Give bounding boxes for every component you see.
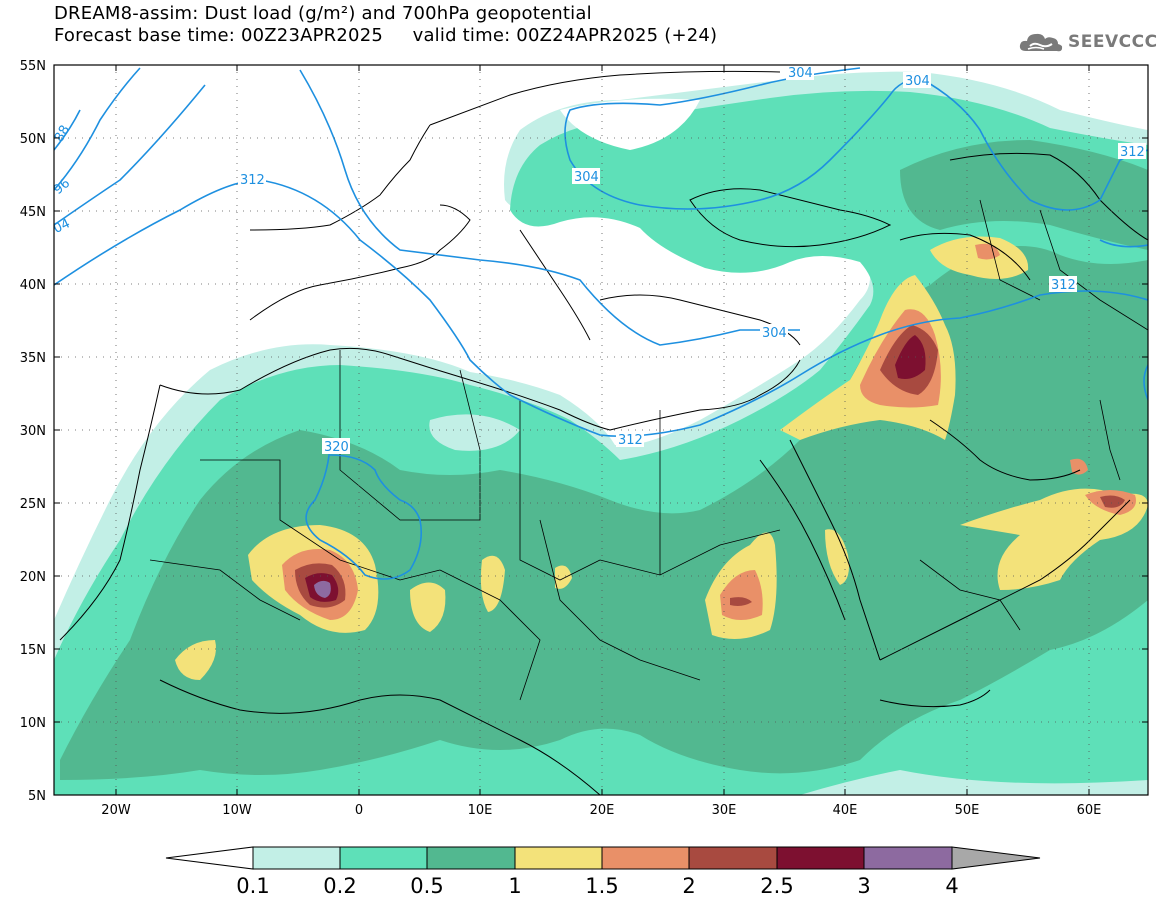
colorbar-label: 1.5 (585, 874, 618, 898)
colorbar-segment (426, 846, 516, 870)
lon-label: 30E (712, 803, 737, 818)
colorbar-label: 1 (508, 874, 521, 898)
lon-label: 40E (833, 803, 858, 818)
contour-label-304-c: 304 (574, 170, 599, 185)
lat-label: 5N (28, 789, 46, 804)
lon-label: 60E (1077, 803, 1102, 818)
lat-label: 10N (20, 716, 46, 731)
lon-label: 10E (468, 803, 493, 818)
lat-label: 40N (20, 278, 46, 293)
lon-label: 10W (222, 803, 252, 818)
contour-label-312-c: 312 (618, 433, 643, 448)
coastlines (59, 70, 1148, 795)
colorbar-label: 0.5 (410, 874, 443, 898)
colorbar-label: 0.2 (323, 874, 356, 898)
lat-label: 30N (20, 424, 46, 439)
graticule (54, 65, 1148, 795)
chart-title: DREAM8-assim: Dust load (g/m²) and 700hP… (54, 3, 592, 24)
colorbar-label: 2 (682, 874, 695, 898)
colorbar-high-arrow (951, 846, 1041, 870)
lat-label: 55N (20, 59, 46, 74)
colorbar-label: 2.5 (760, 874, 793, 898)
colorbar-segment (688, 846, 778, 870)
colorbar-low-arrow (165, 846, 254, 870)
lat-label: 20N (20, 570, 46, 585)
contour-label-312-b: 312 (1051, 278, 1076, 293)
contour-label-304-a: 304 (788, 66, 813, 81)
logo-text: SEEVCCC (1068, 32, 1158, 52)
lon-label: 20W (101, 803, 131, 818)
lat-label: 45N (20, 205, 46, 220)
contour-label-312-d: 312 (1120, 145, 1145, 160)
lat-label: 25N (20, 497, 46, 512)
lat-label: 15N (20, 643, 46, 658)
contour-label-04: 04 (51, 216, 72, 237)
colorbar-label: 0.1 (236, 874, 269, 898)
colorbar-segment (601, 846, 690, 870)
lon-label: 20E (590, 803, 615, 818)
lon-label: 0 (355, 803, 363, 818)
contour-label-304-d: 304 (762, 326, 787, 341)
colorbar-segment (514, 846, 603, 870)
colorbar-segment (863, 846, 953, 870)
colorbar-label: 3 (857, 874, 870, 898)
contour-label-312-a: 312 (240, 173, 265, 188)
colorbar-segment (776, 846, 865, 870)
contour-label-304-b: 304 (905, 74, 930, 89)
lat-label: 50N (20, 132, 46, 147)
contour-labels: 304 304 304 304 312 312 312 312 320 88 9… (51, 65, 1146, 455)
map-field: 304 304 304 304 312 312 312 312 320 88 9… (51, 65, 1148, 795)
colorbar-label: 4 (945, 874, 958, 898)
country-borders (149, 199, 1148, 701)
tick-marks (54, 64, 1148, 795)
chart-subtitle-times: Forecast base time: 00Z23APR2025 valid t… (54, 25, 718, 46)
longitude-labels: 20W 10W 0 10E 20E 30E 40E 50E 60E (101, 803, 1101, 818)
contour-label-320: 320 (324, 440, 349, 455)
cloud-icon (1019, 33, 1063, 52)
colorbar-segment (339, 846, 428, 870)
colorbar-segment (252, 846, 341, 870)
latitude-labels: 55N 50N 45N 40N 35N 30N 25N 20N 15N 10N … (20, 59, 46, 804)
colorbar: 0.1 0.2 0.5 1 1.5 2 2.5 3 4 (165, 846, 1041, 898)
lon-label: 50E (955, 803, 980, 818)
dust-level-3 (314, 580, 331, 598)
lat-label: 35N (20, 351, 46, 366)
seevccc-logo: SEEVCCC (1018, 28, 1158, 56)
